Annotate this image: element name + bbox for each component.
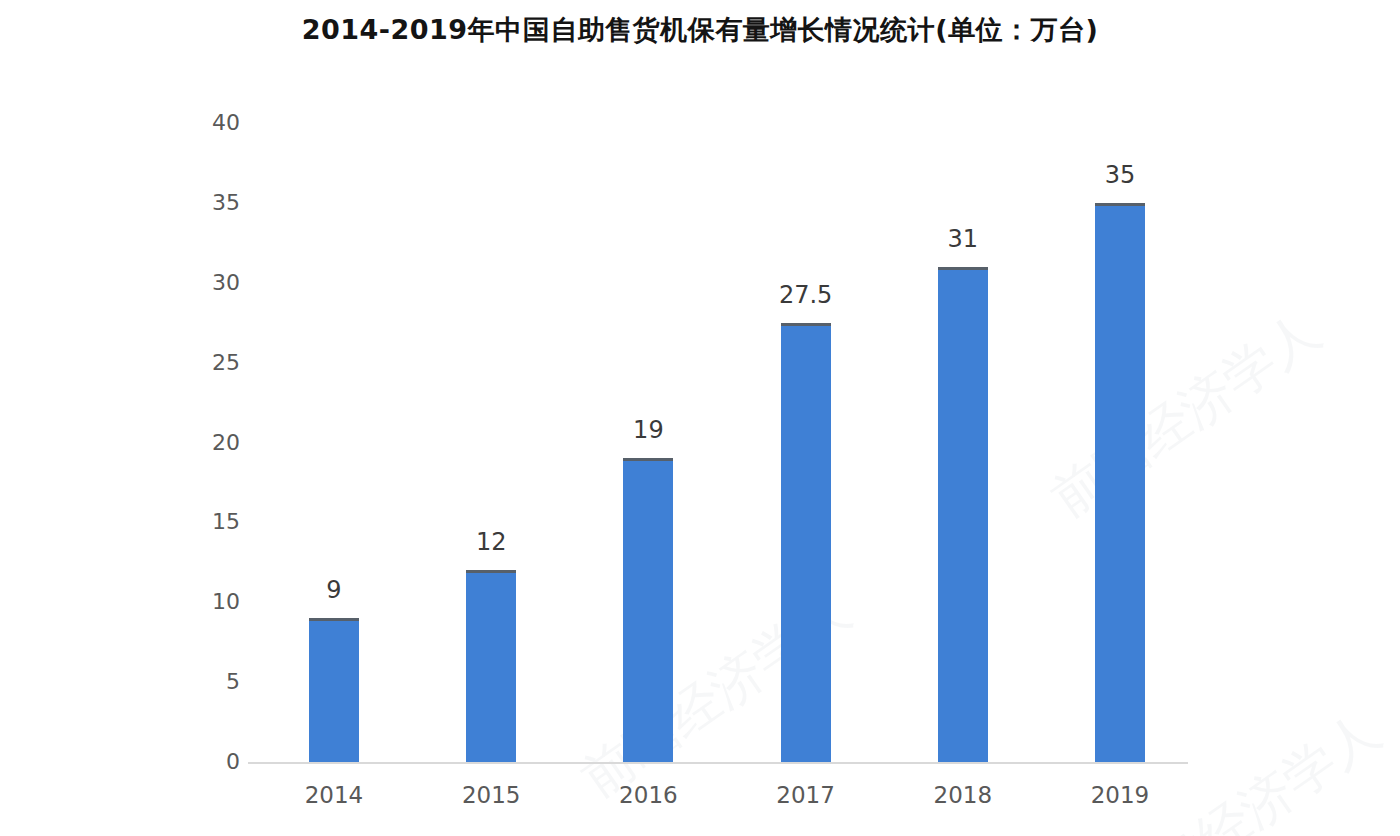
y-axis-tick-label: 0 (160, 749, 240, 775)
watermark-text: 前瞻经济学人 (1038, 297, 1334, 533)
x-axis-line (248, 762, 1188, 764)
bar-2019 (1095, 203, 1145, 762)
y-axis-tick-label: 25 (160, 350, 240, 376)
bar-2016 (623, 458, 673, 762)
bar-value-label: 19 (588, 416, 708, 444)
bar-chart: 2014-2019年中国自助售货机保有量增长情况统计(单位：万台) 前瞻经济学人… (0, 0, 1400, 836)
y-axis-tick-label: 40 (160, 110, 240, 136)
bar-2014 (309, 618, 359, 762)
y-axis-tick-label: 5 (160, 669, 240, 695)
bar-2018 (938, 267, 988, 762)
bar-value-label: 35 (1060, 161, 1180, 189)
x-axis-tick-label: 2018 (893, 782, 1033, 808)
bar-value-label: 27.5 (746, 281, 866, 309)
bar-value-label: 12 (431, 528, 551, 556)
chart-title: 2014-2019年中国自助售货机保有量增长情况统计(单位：万台) (0, 12, 1400, 48)
x-axis-tick-label: 2014 (264, 782, 404, 808)
bar-value-label: 31 (903, 225, 1023, 253)
y-axis-tick-label: 10 (160, 589, 240, 615)
x-axis-tick-label: 2015 (421, 782, 561, 808)
y-axis-tick-label: 30 (160, 270, 240, 296)
y-axis-tick-label: 15 (160, 509, 240, 535)
y-axis-tick-label: 35 (160, 190, 240, 216)
bar-value-label: 9 (274, 576, 394, 604)
y-axis-tick-label: 20 (160, 430, 240, 456)
bar-2017 (781, 323, 831, 762)
x-axis-tick-label: 2017 (736, 782, 876, 808)
x-axis-tick-label: 2016 (578, 782, 718, 808)
x-axis-tick-label: 2019 (1050, 782, 1190, 808)
bar-2015 (466, 570, 516, 762)
